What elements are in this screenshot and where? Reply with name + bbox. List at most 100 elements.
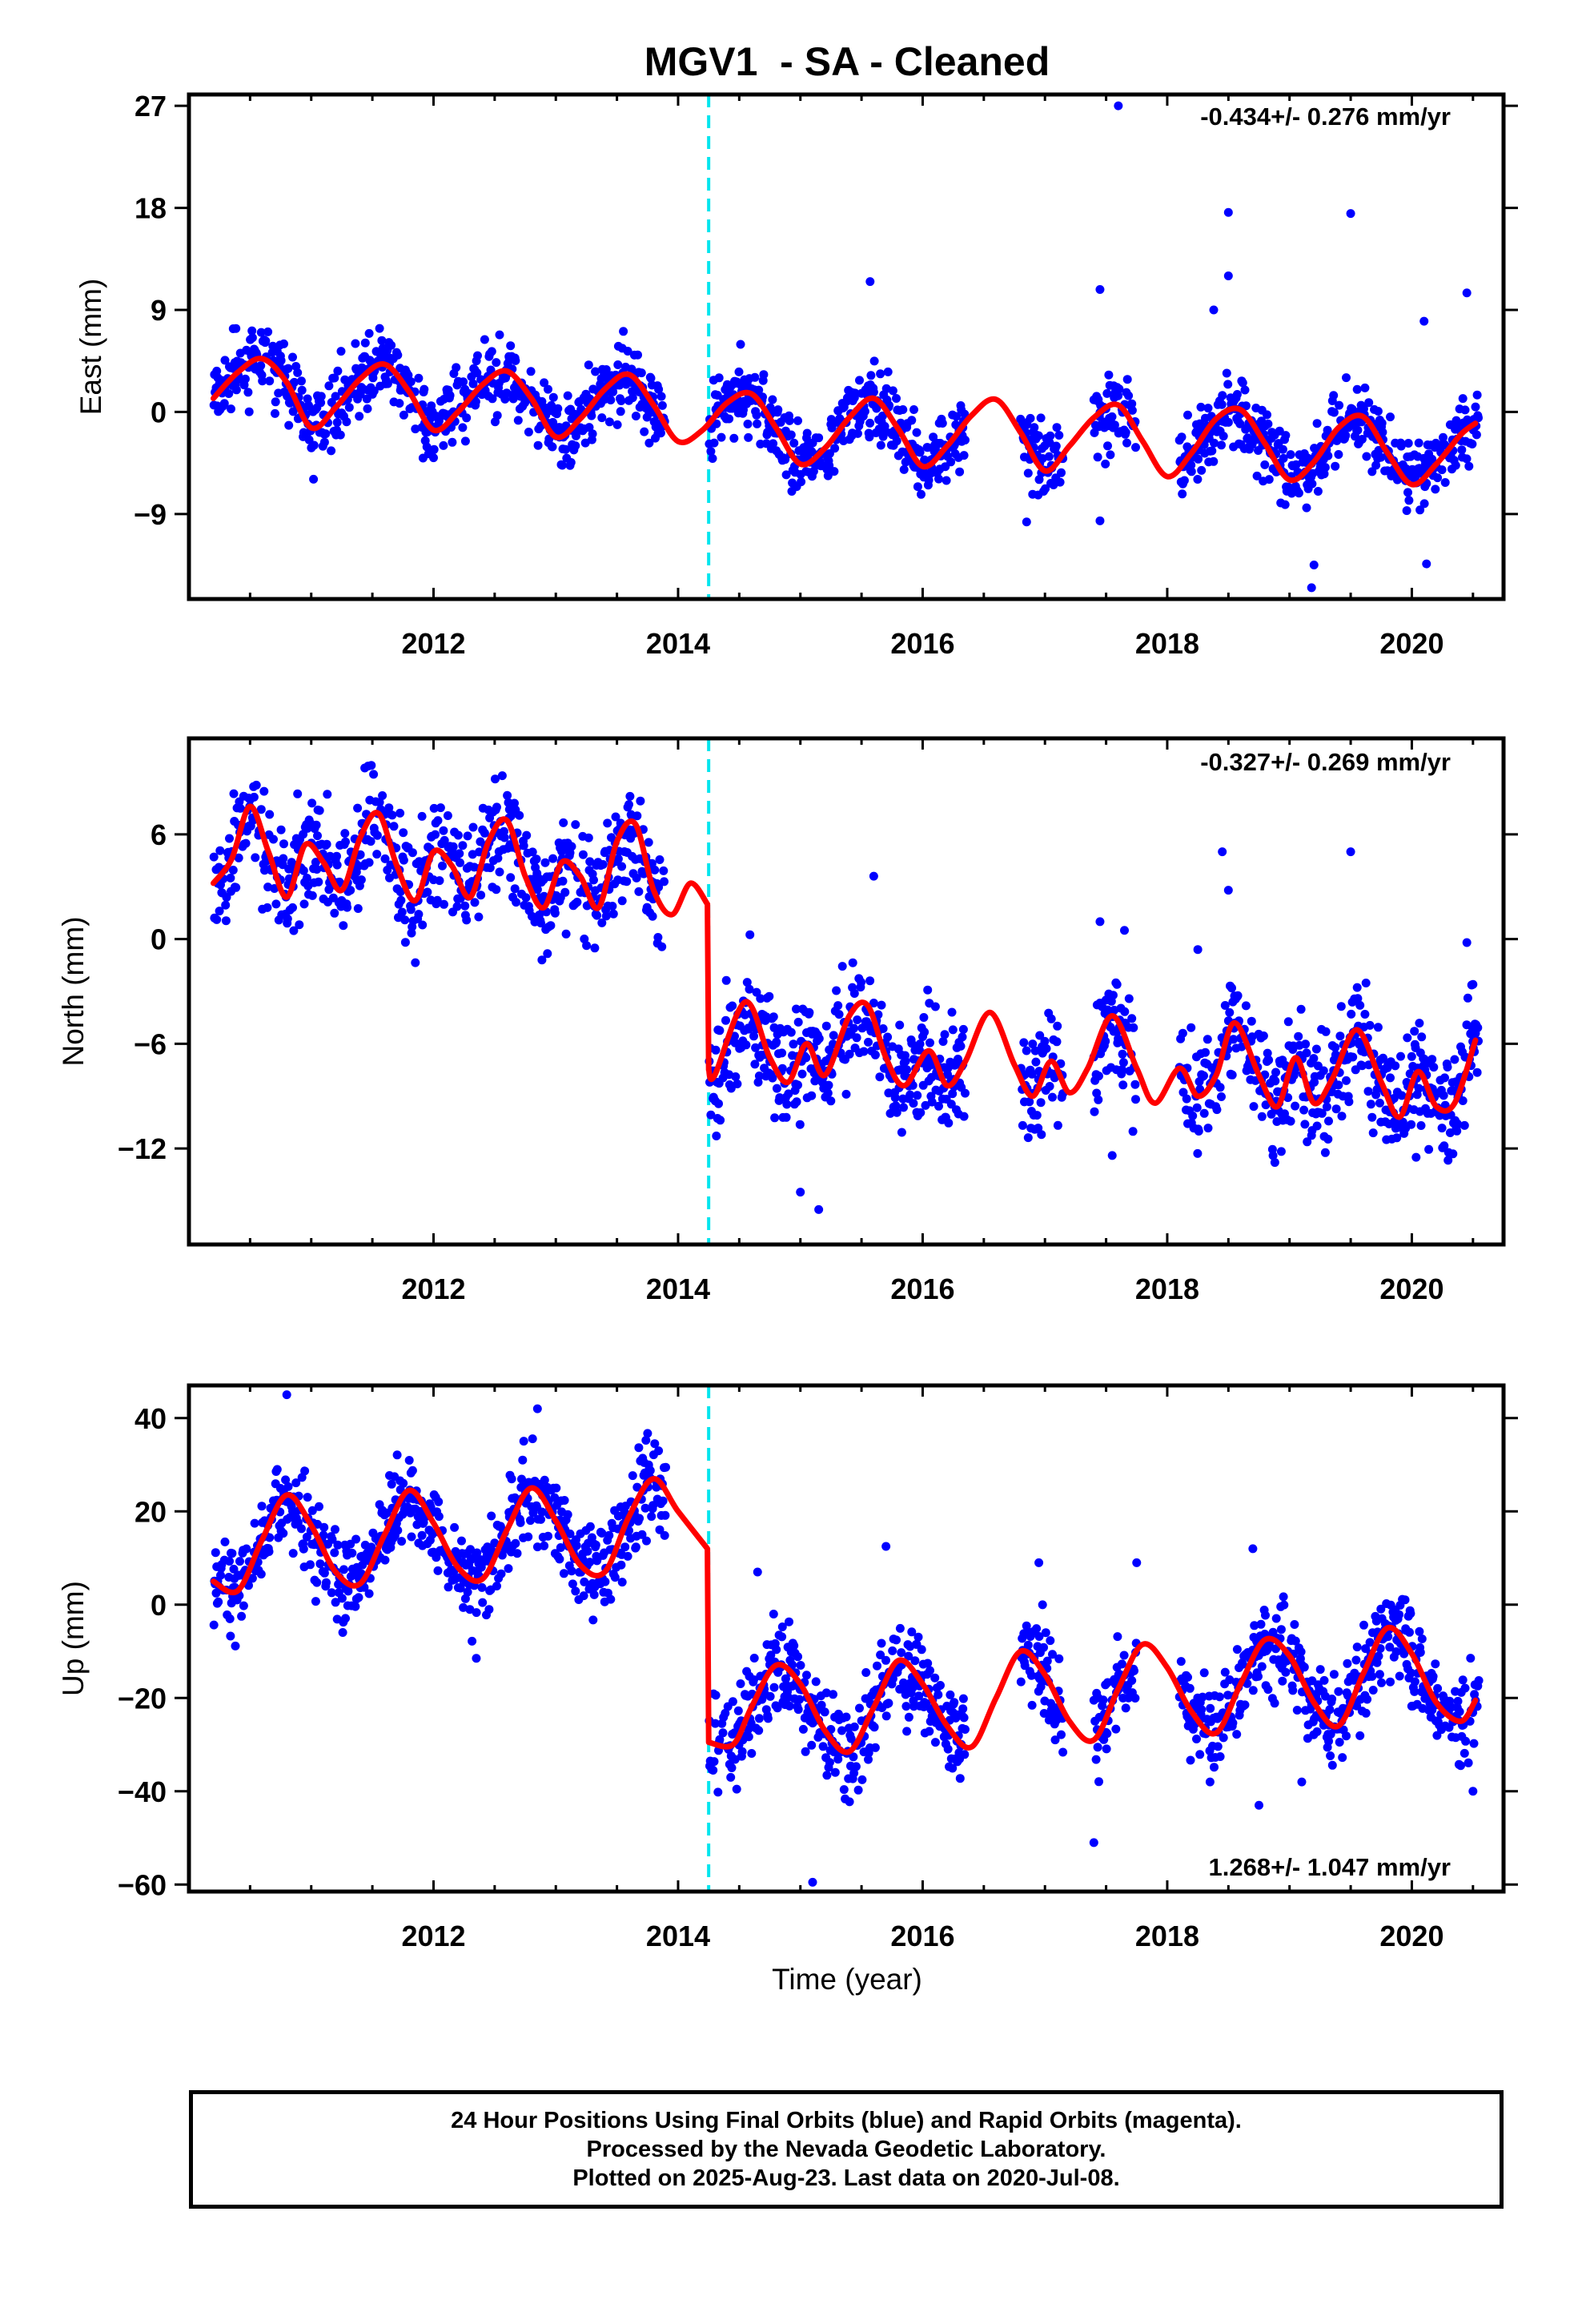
data-point [1403, 488, 1412, 497]
data-point [330, 908, 339, 918]
data-point [714, 373, 724, 383]
data-point [448, 842, 458, 851]
data-point [1335, 1738, 1344, 1747]
data-point [946, 1690, 955, 1699]
data-point [231, 324, 241, 333]
data-point [1383, 1632, 1393, 1642]
data-point [837, 962, 847, 971]
data-point [1240, 1700, 1250, 1710]
data-point [279, 339, 288, 348]
data-point [717, 432, 726, 442]
data-point [769, 1683, 779, 1692]
data-point [1463, 993, 1472, 1003]
data-point [1424, 1144, 1434, 1154]
data-point [472, 1548, 482, 1558]
data-point [247, 1574, 257, 1583]
data-point [221, 900, 231, 910]
data-point [463, 831, 472, 841]
data-point [1456, 1761, 1465, 1771]
data-point [821, 1021, 831, 1031]
data-point [1292, 1706, 1302, 1715]
data-point [1460, 1120, 1469, 1130]
data-point [1257, 1112, 1267, 1121]
data-point [393, 1526, 403, 1535]
data-point [936, 1681, 945, 1690]
data-point [1302, 503, 1311, 513]
data-point [785, 1701, 794, 1711]
data-point [1023, 1640, 1033, 1650]
data-point [730, 1755, 740, 1764]
data-point [1276, 1625, 1286, 1634]
data-point [773, 1703, 782, 1713]
data-point [355, 850, 365, 859]
data-point [456, 858, 464, 867]
data-point [440, 899, 448, 909]
data-point [1176, 1657, 1186, 1667]
data-point [1271, 1076, 1280, 1086]
data-point [434, 1512, 444, 1522]
data-point [225, 1557, 234, 1566]
data-point [654, 1446, 664, 1456]
data-point [892, 394, 901, 403]
ylabel-up: Up (mm) [57, 1581, 90, 1696]
data-point [888, 386, 897, 396]
data-point [1040, 1036, 1050, 1046]
data-point [925, 1727, 934, 1736]
data-point [1280, 500, 1290, 509]
data-point [1223, 380, 1233, 389]
data-point [829, 1031, 838, 1040]
data-point [249, 792, 259, 802]
data-point [1114, 391, 1123, 400]
data-point [1386, 1677, 1395, 1687]
data-point [224, 389, 234, 398]
data-point [532, 854, 541, 864]
xlabel-up: Time (year) [772, 1963, 922, 1996]
data-point [372, 850, 382, 859]
data-point [910, 1656, 920, 1666]
data-point [617, 1578, 627, 1587]
data-point [571, 441, 580, 451]
data-point [864, 1755, 873, 1764]
y-tick-label: −12 [118, 1132, 167, 1165]
data-point [1247, 1016, 1256, 1026]
data-point [387, 810, 397, 820]
data-point [369, 770, 379, 779]
data-point [1267, 1109, 1276, 1119]
data-point [1185, 1683, 1195, 1693]
data-point [727, 1763, 737, 1772]
data-point [915, 448, 925, 457]
data-point [943, 1744, 953, 1754]
data-point [271, 899, 281, 909]
data-point [276, 356, 286, 365]
data-point [853, 1015, 862, 1024]
data-point [303, 394, 312, 404]
data-point [1254, 1671, 1263, 1681]
data-point [646, 373, 656, 383]
data-point [512, 898, 521, 907]
frame-up [187, 1383, 1506, 1894]
data-point [299, 1544, 308, 1554]
data-point [566, 458, 576, 467]
data-point [327, 1588, 336, 1598]
data-point [521, 893, 531, 903]
data-point [1474, 413, 1483, 423]
data-point [332, 860, 342, 870]
data-point [1323, 451, 1333, 460]
model-up [211, 1476, 1479, 1755]
data-point [579, 1591, 588, 1601]
data-point [781, 455, 790, 464]
data-point [436, 803, 445, 813]
data-point [1121, 1703, 1130, 1713]
data-point [660, 1530, 669, 1540]
data-point [457, 1536, 466, 1546]
data-point [1238, 1659, 1247, 1669]
data-point [511, 356, 520, 365]
frame-east [187, 92, 1506, 601]
data-point [920, 455, 930, 464]
data-point [1443, 1063, 1452, 1072]
data-point [907, 416, 917, 425]
data-point [829, 467, 839, 476]
data-point [518, 1455, 528, 1465]
data-point [1131, 1095, 1140, 1104]
footer-line-1: 24 Hour Positions Using Final Orbits (bl… [451, 2108, 1242, 2133]
